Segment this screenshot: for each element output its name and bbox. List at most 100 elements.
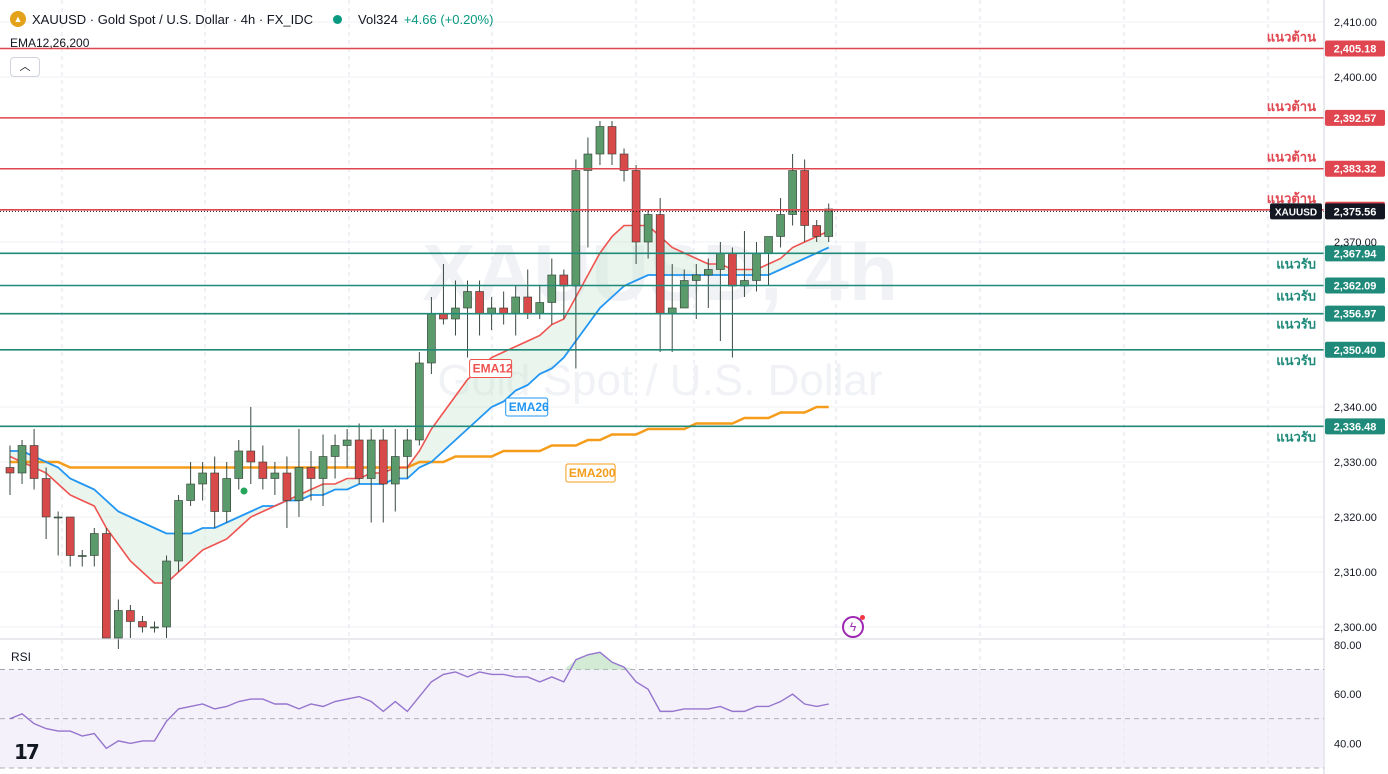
candle-up [704, 269, 713, 276]
support-label: แนวรับ [1276, 317, 1316, 332]
candle-up [643, 214, 653, 243]
candle-down [29, 445, 39, 479]
candle-down [282, 472, 292, 501]
collapse-legend-button[interactable]: ︿ [10, 57, 40, 77]
current-symbol-tag [1270, 203, 1322, 220]
ema-label-box [565, 463, 616, 483]
candle-down [728, 252, 737, 287]
candle-down [138, 621, 147, 628]
candle-up [547, 274, 557, 303]
candle-down [378, 439, 388, 485]
price-tick-label: 2,410.00 [1334, 17, 1377, 29]
candle-down [210, 472, 219, 512]
candle-up [511, 296, 520, 314]
chevron-up-icon: ︿ [19, 61, 31, 73]
candle-down [559, 274, 569, 287]
candle-up [330, 445, 340, 457]
candle-down [354, 439, 364, 479]
support-price-tag [1325, 277, 1385, 294]
candle-up [571, 170, 581, 287]
candle-down [523, 296, 533, 314]
chart-header: ▲ XAUUSD · Gold Spot / U.S. Dollar · 4h … [10, 9, 493, 29]
ema-label-box [469, 359, 513, 378]
price-tick-label: 2,310.00 [1334, 567, 1377, 579]
support-price-text: 2,367.94 [1334, 248, 1378, 260]
ema-label: EMA200 [569, 466, 616, 480]
candle-up [150, 626, 159, 629]
rsi-line [9, 651, 829, 750]
support-label: แนวรับ [1276, 353, 1316, 368]
candle-down [655, 214, 665, 314]
candle-up [318, 456, 328, 479]
candle-up [487, 307, 496, 314]
candle-up [824, 208, 834, 237]
resistance-price-tag [1325, 40, 1385, 57]
candle-down [258, 461, 268, 479]
candle-up [691, 274, 701, 281]
resistance-label: แนวต้าน [1267, 99, 1316, 114]
candle-down [126, 610, 135, 622]
candles [5, 121, 834, 649]
candle-up [186, 483, 195, 501]
symbol-title[interactable]: XAUUSD · Gold Spot / U.S. Dollar · 4h · … [32, 11, 314, 27]
current-price-tag [1325, 203, 1385, 220]
candle-up [788, 170, 797, 215]
price-tick-label: 2,330.00 [1334, 457, 1377, 469]
candle-up [222, 478, 232, 512]
resistance-price-text: 2,392.57 [1334, 113, 1377, 125]
rsi-tick-label: 40.00 [1334, 738, 1362, 750]
indicators-legend[interactable]: EMA12,26,200 [10, 36, 90, 50]
candle-up [752, 252, 761, 281]
candle-down [475, 291, 484, 314]
support-label: แนวรับ [1276, 429, 1316, 444]
price-tick-label: 2,340.00 [1334, 402, 1377, 414]
support-price-text: 2,362.09 [1334, 281, 1377, 293]
candle-up [390, 456, 400, 485]
volume-label: Vol324 [358, 11, 398, 27]
candle-up [667, 307, 677, 314]
candle-up [114, 610, 123, 639]
candle-up [342, 439, 352, 446]
candle-down [619, 153, 629, 171]
signal-dot [240, 487, 248, 495]
candle-up [415, 362, 424, 441]
support-label: แนวรับ [1276, 256, 1316, 271]
ema-label: EMA12 [473, 362, 513, 376]
resistance-price-tag [1325, 160, 1385, 177]
candle-up [198, 472, 207, 485]
tradingview-logo[interactable]: 17 [14, 740, 40, 764]
price-tick-label: 2,300.00 [1334, 622, 1377, 634]
rsi-tick-label: 60.00 [1334, 689, 1362, 701]
candle-down [5, 467, 15, 474]
candle-down [246, 450, 256, 463]
support-price-tag [1325, 418, 1385, 435]
resistance-label: แนวต้าน [1267, 150, 1316, 165]
support-price-text: 2,356.97 [1334, 309, 1377, 321]
market-open-icon [333, 14, 343, 24]
ema200-line [10, 405, 829, 469]
grid [0, 0, 1324, 768]
candle-down [65, 516, 75, 556]
rsi-pane-label[interactable]: RSI [11, 650, 32, 664]
resistance-price-text: 2,405.18 [1334, 44, 1377, 56]
rsi-overbought-fill [10, 652, 829, 670]
candle-up [270, 472, 280, 479]
candle-down [800, 170, 809, 226]
current-price-text: 2,375.56 [1334, 206, 1377, 218]
support-price-text: 2,336.48 [1334, 421, 1377, 433]
lightning-icon[interactable]: ϟ [842, 615, 865, 638]
support-price-tag [1325, 245, 1385, 262]
candle-down [102, 533, 111, 639]
candle-up [776, 214, 785, 237]
resistance-price-text: 2,383.32 [1334, 164, 1377, 176]
support-price-tag [1325, 341, 1385, 358]
candle-up [427, 313, 436, 364]
support-price-text: 2,350.40 [1334, 345, 1377, 357]
candle-up [595, 126, 605, 155]
price-tick-label: 2,370.00 [1334, 237, 1377, 249]
candle-up [583, 153, 593, 171]
candle-up [77, 555, 87, 557]
candle-up [764, 236, 773, 254]
price-tick-label: 2,400.00 [1334, 72, 1377, 84]
